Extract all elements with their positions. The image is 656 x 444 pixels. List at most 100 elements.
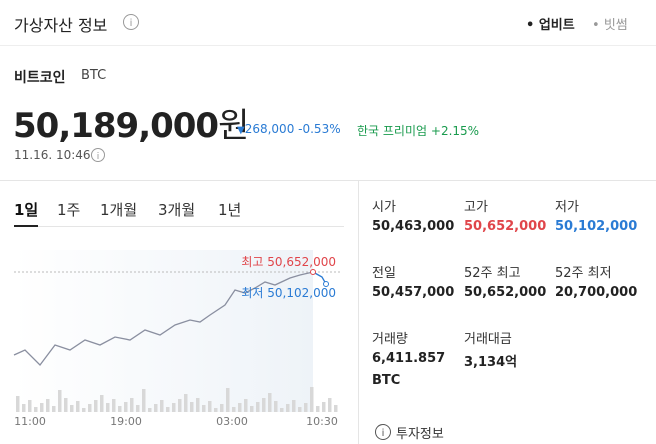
divider bbox=[0, 180, 656, 181]
stat-label: 전일 bbox=[372, 266, 396, 281]
low-value: 50,102,000 bbox=[267, 286, 336, 300]
volume-bar bbox=[124, 402, 128, 412]
premium-label: 한국 프리미엄 bbox=[357, 124, 428, 138]
divider bbox=[358, 180, 359, 444]
volume-bar bbox=[328, 398, 332, 412]
volume-bar bbox=[256, 402, 260, 412]
volume-bar bbox=[64, 398, 68, 412]
volume-bar bbox=[250, 406, 254, 412]
svg-text:i: i bbox=[97, 152, 100, 162]
x-axis-label: 03:00 bbox=[216, 415, 248, 428]
stat-value: 50,102,000 bbox=[555, 219, 638, 234]
period-tab[interactable]: 1개월 bbox=[100, 201, 138, 219]
volume-bar bbox=[16, 396, 20, 412]
volume-bar bbox=[220, 404, 224, 412]
volume-bar bbox=[112, 399, 116, 412]
volume-bar bbox=[280, 408, 284, 412]
volume-bar bbox=[238, 403, 242, 412]
stat-value: 50,463,000 bbox=[372, 219, 455, 234]
volume-bar bbox=[190, 402, 194, 412]
stat-value: 3,134억 bbox=[464, 355, 518, 370]
invest-info-link[interactable]: 투자정보 bbox=[396, 427, 444, 442]
timestamp: 11.16. 10:46 bbox=[14, 148, 91, 162]
title: 가상자산 정보 bbox=[14, 16, 108, 35]
volume-bar bbox=[166, 407, 170, 412]
volume-bar bbox=[214, 408, 218, 412]
volume-bar bbox=[226, 388, 230, 412]
change-rate: -0.53% bbox=[298, 122, 341, 136]
x-axis-label: 19:00 bbox=[110, 415, 142, 428]
divider bbox=[14, 226, 344, 227]
volume-bar bbox=[322, 402, 326, 412]
volume-bar bbox=[82, 408, 86, 412]
volume-bar bbox=[184, 394, 188, 412]
low-label: 최저 50,102,000 bbox=[241, 286, 336, 300]
period-tab[interactable]: 1년 bbox=[218, 201, 242, 219]
volume-bar bbox=[172, 403, 176, 412]
volume-bar bbox=[52, 406, 56, 412]
chart-bg bbox=[14, 250, 313, 412]
change: ▼268,000 -0.53% bbox=[237, 122, 341, 136]
stat-value: 20,700,000 bbox=[555, 285, 638, 300]
asset-name: 비트코인 bbox=[14, 70, 66, 86]
low-marker bbox=[323, 281, 329, 287]
stat-value: 50,652,000 bbox=[464, 285, 547, 300]
info-icon[interactable]: i bbox=[374, 423, 392, 441]
volume-bar bbox=[76, 401, 80, 412]
volume-bar bbox=[136, 405, 140, 412]
period-tab[interactable]: 3개월 bbox=[158, 201, 196, 219]
volume-bar bbox=[28, 400, 32, 412]
x-axis-label: 11:00 bbox=[14, 415, 46, 428]
source-upbit[interactable]: • 업비트 bbox=[526, 18, 575, 33]
period-tab[interactable]: 1주 bbox=[57, 201, 81, 219]
volume-bar bbox=[244, 399, 248, 412]
volume-bar bbox=[70, 405, 74, 412]
volume-bar bbox=[286, 404, 290, 412]
volume-bar bbox=[202, 405, 206, 412]
price-value: 50,189,000 bbox=[13, 106, 219, 146]
price-chart: 최고 50,652,000 최저 50,102,000 11:00 19:00 03… bbox=[13, 250, 340, 428]
volume-bar bbox=[232, 407, 236, 412]
period-tab[interactable]: 1일 bbox=[14, 201, 39, 219]
volume-bar bbox=[118, 406, 122, 412]
volume-bar bbox=[334, 405, 338, 412]
volume-bar bbox=[310, 387, 314, 412]
svg-text:i: i bbox=[382, 428, 385, 439]
info-icon[interactable]: i bbox=[90, 147, 106, 163]
stat-label: 52주 최저 bbox=[555, 266, 612, 281]
down-arrow: ▼ bbox=[237, 125, 245, 136]
volume-bar bbox=[148, 408, 152, 412]
stat-value: 50,652,000 bbox=[464, 219, 547, 234]
source-name: 업비트 bbox=[538, 18, 575, 33]
asset-symbol: BTC bbox=[81, 68, 107, 83]
volume-bar bbox=[94, 400, 98, 412]
volume-bar bbox=[268, 393, 272, 412]
high-marker bbox=[310, 269, 316, 275]
source-name: 빗썸 bbox=[603, 18, 628, 33]
volume-bar bbox=[22, 404, 26, 412]
stat-label: 거래량 bbox=[372, 332, 408, 347]
volume-bar bbox=[106, 403, 110, 412]
high-label: 최고 50,652,000 bbox=[241, 255, 336, 269]
volume-bar bbox=[142, 389, 146, 412]
stat-label: 고가 bbox=[464, 200, 488, 215]
volume-bar bbox=[88, 404, 92, 412]
stat-label: 저가 bbox=[555, 200, 579, 215]
volume-bars bbox=[16, 387, 338, 412]
low-title: 최저 bbox=[241, 286, 263, 300]
volume-bar bbox=[160, 400, 164, 412]
price-line bbox=[13, 271, 314, 366]
stat-label: 거래대금 bbox=[464, 332, 512, 347]
volume-bar bbox=[58, 390, 62, 412]
stat-label: 시가 bbox=[372, 200, 396, 215]
premium: 한국 프리미엄 +2.15% bbox=[357, 122, 479, 139]
x-axis-label: 10:30 bbox=[306, 415, 338, 428]
info-icon[interactable]: i bbox=[122, 13, 140, 31]
volume-bar bbox=[46, 399, 50, 412]
volume-bar bbox=[304, 403, 308, 412]
volume-bar bbox=[316, 406, 320, 412]
premium-value: +2.15% bbox=[430, 124, 480, 138]
volume-bar bbox=[100, 395, 104, 412]
source-bithumb[interactable]: • 빗썸 bbox=[592, 18, 628, 33]
